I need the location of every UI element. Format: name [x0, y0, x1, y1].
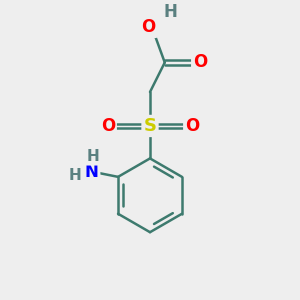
Text: O: O [101, 117, 115, 135]
Text: N: N [85, 164, 98, 181]
Text: O: O [141, 18, 156, 36]
Text: H: H [164, 3, 178, 21]
Text: O: O [185, 117, 199, 135]
Text: O: O [193, 53, 207, 71]
Text: H: H [69, 168, 82, 183]
Text: H: H [87, 149, 99, 164]
Text: S: S [143, 117, 157, 135]
